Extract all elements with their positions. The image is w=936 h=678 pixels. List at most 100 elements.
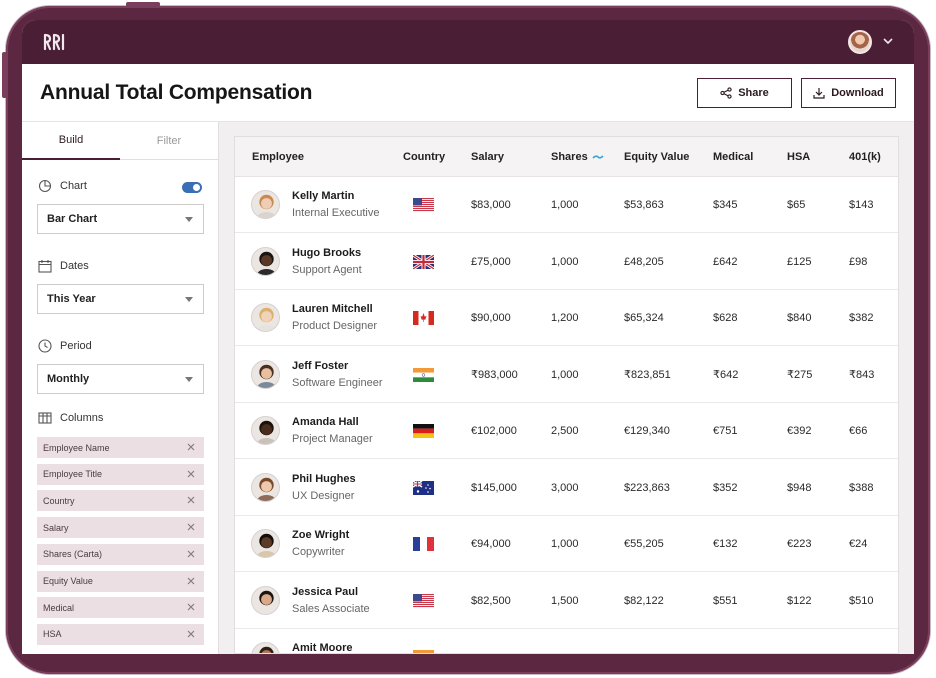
column-chip-label: Medical — [43, 602, 75, 613]
employee-name[interactable]: Hugo Brooks — [292, 246, 362, 259]
employee-avatar — [251, 359, 280, 389]
employee-name[interactable]: Kelly Martin — [292, 190, 355, 202]
employee-name[interactable]: Jeff Foster — [292, 359, 349, 372]
employee-name[interactable]: Zoe Wright — [292, 529, 350, 541]
download-icon — [813, 88, 825, 99]
column-chip[interactable]: HSA — [37, 623, 204, 645]
column-chip[interactable]: Salary — [37, 517, 204, 539]
clock-icon — [38, 339, 52, 353]
table-row[interactable]: Lauren Mitchell Product Designer $90,000 1,… — [235, 290, 898, 346]
cell-shares: 1,200 — [551, 312, 579, 324]
download-button[interactable]: Download — [801, 78, 896, 108]
employee-title: Software Engineer — [292, 376, 383, 389]
table-row[interactable]: Amit Moore — [235, 629, 898, 654]
close-icon[interactable] — [186, 522, 196, 532]
cell-salary: €102,000 — [471, 425, 517, 437]
employee-avatar — [251, 472, 280, 502]
table-header: Employee Country Salary Shares Equity Va… — [235, 137, 898, 177]
col-401k[interactable]: 401(k) — [849, 151, 881, 163]
cell-hsa: £125 — [787, 255, 812, 268]
dates-select[interactable]: This Year — [37, 284, 204, 314]
chart-type-select[interactable]: Bar Chart — [37, 204, 204, 234]
column-chip[interactable]: Employee Title — [37, 463, 204, 485]
close-icon[interactable] — [186, 576, 196, 586]
columns-section-label: Columns — [38, 411, 103, 425]
col-country[interactable]: Country — [403, 151, 446, 163]
share-label: Share — [738, 87, 769, 99]
tab-filter[interactable]: Filter — [156, 135, 182, 147]
close-icon[interactable] — [186, 495, 196, 505]
employee-avatar — [251, 416, 280, 445]
canada-flag-icon — [413, 311, 434, 325]
table-row[interactable]: Kelly Martin Internal Executive $83,000 1,0… — [235, 177, 898, 233]
col-shares[interactable]: Shares — [551, 137, 604, 177]
column-chip[interactable]: Medical — [37, 597, 204, 619]
table-row[interactable]: Zoe Wright Copywriter €94,000 1,000 €55,205 €… — [235, 516, 898, 572]
user-avatar[interactable] — [848, 30, 872, 54]
share-button[interactable]: Share — [697, 78, 792, 108]
cell-salary: $145,000 — [471, 481, 517, 494]
cell-shares: 1,000 — [551, 255, 579, 268]
caret-down-icon — [185, 217, 193, 222]
employee-name[interactable]: Jessica Paul — [292, 585, 359, 598]
table-row[interactable]: Jeff Foster Software Engineer ₹983,000 1,00… — [235, 347, 898, 403]
cell-shares: 3,000 — [551, 481, 579, 494]
column-chip[interactable]: Equity Value — [37, 570, 204, 592]
column-chip[interactable]: Shares (Carta) — [37, 543, 204, 565]
employee-name[interactable]: Amit Moore — [292, 642, 353, 654]
table-row[interactable]: Jessica Paul Sales Associate $82,500 1,500 $… — [235, 573, 898, 629]
cell-medical: £642 — [713, 255, 738, 268]
close-icon[interactable] — [186, 549, 196, 559]
employee-name[interactable]: Lauren Mitchell — [292, 303, 373, 315]
cell-equity: €55,205 — [624, 538, 664, 550]
compensation-table: Employee Country Salary Shares Equity Va… — [234, 136, 899, 654]
cell-equity: €129,340 — [624, 425, 670, 437]
dates-label: Dates — [60, 260, 89, 272]
col-medical[interactable]: Medical — [713, 151, 754, 163]
close-icon[interactable] — [186, 629, 196, 639]
device-side-button — [2, 52, 7, 98]
close-icon[interactable] — [186, 602, 196, 612]
cell-medical: €751 — [713, 425, 738, 437]
builder-sidebar: Build Filter Chart Bar Chart Dates This … — [22, 122, 219, 654]
cell-salary: $90,000 — [471, 312, 511, 324]
column-chip[interactable]: Country — [37, 490, 204, 512]
download-label: Download — [831, 87, 884, 99]
chart-type-value: Bar Chart — [47, 213, 98, 225]
table-row[interactable]: Amanda Hall Project Manager €102,000 2,500 €… — [235, 403, 898, 459]
column-chip[interactable]: Employee Name — [37, 437, 204, 458]
cell-hsa: $948 — [787, 481, 812, 494]
col-salary[interactable]: Salary — [471, 151, 505, 163]
employee-name[interactable]: Amanda Hall — [292, 416, 359, 428]
cell-shares: 1,500 — [551, 594, 579, 607]
tab-build[interactable]: Build — [22, 122, 120, 160]
cell-equity: $65,324 — [624, 312, 664, 324]
col-employee[interactable]: Employee — [252, 151, 304, 163]
chart-toggle[interactable] — [182, 182, 202, 193]
employee-avatar — [251, 246, 280, 276]
close-icon[interactable] — [186, 469, 196, 479]
table-row[interactable]: Phil Hughes UX Designer $145,000 3,000 $223,… — [235, 460, 898, 516]
col-equity-value[interactable]: Equity Value — [624, 151, 690, 163]
dates-value: This Year — [47, 293, 96, 305]
column-chip-label: Salary — [43, 522, 69, 533]
employee-avatar — [251, 190, 280, 219]
cell-hsa: €223 — [787, 538, 812, 550]
column-chip-label: HSA — [43, 629, 62, 640]
employee-title: Project Manager — [292, 433, 373, 445]
cell-salary: ₹983,000 — [471, 369, 518, 381]
cell-k401: ₹843 — [849, 369, 875, 381]
close-icon[interactable] — [186, 442, 196, 452]
employee-title: Support Agent — [292, 263, 362, 276]
brand-logo-icon[interactable] — [42, 32, 66, 52]
chevron-down-icon[interactable] — [882, 35, 894, 47]
employee-name[interactable]: Phil Hughes — [292, 472, 356, 485]
cell-salary: $83,000 — [471, 199, 511, 211]
cell-hsa: ₹275 — [787, 369, 813, 381]
col-hsa[interactable]: HSA — [787, 151, 811, 163]
cell-medical: $628 — [713, 312, 738, 324]
cell-hsa: €392 — [787, 425, 812, 437]
table-row[interactable]: Hugo Brooks Support Agent £75,000 1,000 £48,… — [235, 234, 898, 290]
period-select[interactable]: Monthly — [37, 364, 204, 394]
table-icon — [38, 412, 52, 424]
